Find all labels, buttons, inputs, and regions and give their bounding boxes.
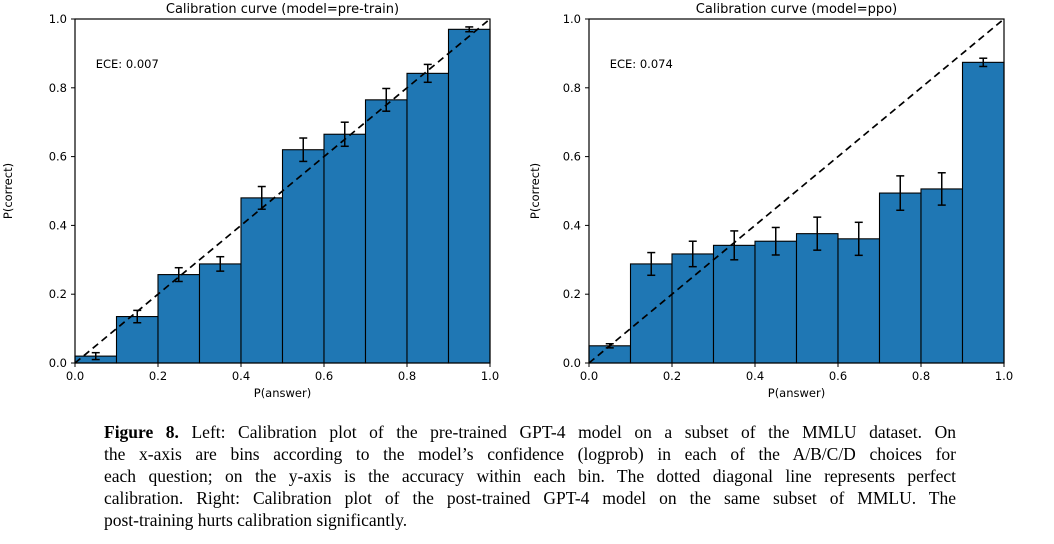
x-tick-label: 0.2 — [663, 369, 681, 383]
histogram-bar — [198, 263, 242, 364]
figure-caption: Figure 8. Left: Calibration plot of the … — [104, 421, 956, 531]
calibration-chart-ppo: 0.0 0.2 0.4 0.6 0.8 1.0 0.0 0.2 0.4 0.6 0.8 1.0 Cali… — [528, 2, 1013, 400]
histogram-bar — [629, 263, 673, 364]
x-tick-label: 0.6 — [315, 369, 333, 383]
histogram-bar — [712, 244, 756, 364]
calibration-plots-row: 0.0 0.2 0.4 0.6 0.8 1.0 0.0 0.2 0.4 0.6 0.8 1.0 Cali… — [1, 2, 1013, 400]
y-tick-label: 1.0 — [49, 12, 67, 26]
histogram-bar — [754, 240, 798, 364]
histogram-bar — [406, 72, 450, 364]
y-tick-label: 0.8 — [563, 81, 581, 95]
x-tick-label: 0.6 — [829, 369, 847, 383]
x-tick-label: 0.0 — [66, 369, 84, 383]
y-tick-label: 0.4 — [563, 218, 581, 232]
histogram-bar — [920, 188, 964, 364]
y-tick-label: 1.0 — [563, 12, 581, 26]
y-tick-label: 0.4 — [49, 218, 67, 232]
x-tick-label: 0.4 — [232, 369, 250, 383]
x-axis-label: P(answer) — [768, 386, 825, 400]
ece-annotation: ECE: 0.074 — [610, 57, 673, 71]
y-tick-label: 0.2 — [49, 287, 67, 301]
histogram-bar — [837, 238, 881, 364]
figure-label: Figure 8. — [104, 422, 179, 442]
caption-line: the x-axis are bins according to the mod… — [104, 444, 956, 464]
histogram-bar — [671, 253, 715, 364]
y-axis-label: P(correct) — [528, 163, 542, 219]
x-tick-label: 0.8 — [398, 369, 416, 383]
perfect-calibration-line — [588, 18, 1005, 364]
histogram-bar — [323, 133, 367, 364]
x-tick-label: 0.4 — [746, 369, 764, 383]
x-tick-label: 0.0 — [580, 369, 598, 383]
caption-line: each question; on the y-axis is the accu… — [104, 466, 956, 486]
axes-box — [74, 18, 491, 364]
x-tick-label: 0.8 — [912, 369, 930, 383]
histogram-bar — [447, 28, 491, 364]
y-tick-label: 0.8 — [49, 81, 67, 95]
y-tick-label: 0.0 — [563, 356, 581, 370]
chart-title: Calibration curve (model=pre-train) — [166, 2, 399, 17]
y-tick-label: 0.0 — [49, 356, 67, 370]
calibration-chart-pretrain: 0.0 0.2 0.4 0.6 0.8 1.0 0.0 0.2 0.4 0.6 0.8 1.0 Cali… — [1, 2, 499, 400]
y-tick-label: 0.6 — [563, 150, 581, 164]
y-tick-label: 0.2 — [563, 287, 581, 301]
axes-box — [588, 18, 1005, 364]
x-tick-label: 1.0 — [481, 369, 499, 383]
histogram-bar — [795, 233, 839, 364]
histogram-bar — [157, 274, 201, 364]
chart-title: Calibration curve (model=ppo) — [696, 2, 897, 17]
x-tick-label: 1.0 — [995, 369, 1013, 383]
ece-annotation: ECE: 0.007 — [96, 57, 159, 71]
histogram-bar — [364, 99, 408, 364]
perfect-calibration-line — [74, 18, 491, 364]
x-tick-label: 0.2 — [149, 369, 167, 383]
histogram-bar — [240, 197, 284, 364]
y-axis-label: P(correct) — [1, 163, 15, 219]
y-tick-label: 0.6 — [49, 150, 67, 164]
histogram-bar — [281, 149, 325, 364]
x-axis-label: P(answer) — [254, 386, 311, 400]
caption-line: Figure 8. Left: Calibration plot of the … — [104, 422, 956, 442]
histogram-bar — [961, 61, 1005, 364]
histogram-bar — [878, 192, 922, 364]
caption-line: calibration. Right: Calibration plot of … — [104, 488, 956, 508]
caption-line: post-training hurts calibration signific… — [104, 510, 408, 530]
